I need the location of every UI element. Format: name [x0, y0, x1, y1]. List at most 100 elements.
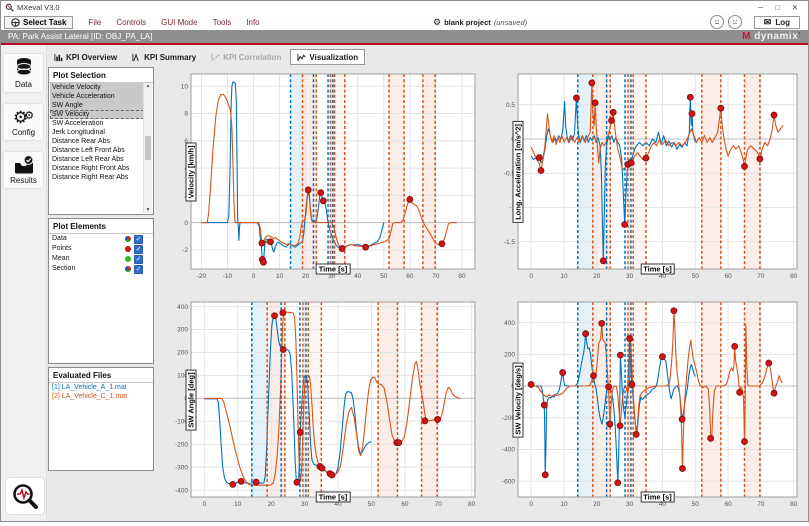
chart-sw-angle[interactable]: 01020304050607080-400-300-200-1000100200… — [157, 293, 484, 521]
series-line — [530, 82, 784, 172]
section-vlines — [289, 74, 436, 269]
tab-kpi-overview[interactable]: KPI Overview — [48, 49, 123, 65]
plot-element-label: Points — [52, 245, 72, 252]
maximize-icon[interactable]: □ — [775, 3, 780, 12]
plot-element-label: Data — [52, 235, 67, 242]
element-checkbox[interactable]: ✓ — [134, 234, 143, 244]
color-dot-icon — [125, 236, 131, 242]
menu-item-gui-mode[interactable]: GUI Mode — [161, 17, 198, 27]
sidebar-item-results[interactable]: Results — [3, 151, 44, 189]
sidebar-item-config[interactable]: ⚙⚙ Config — [3, 103, 44, 141]
gears-icon: ⚙⚙ — [12, 108, 35, 127]
tick-labels: 01020304050607080-400-300-200-1000100200… — [175, 304, 476, 508]
svg-text:50: 50 — [692, 501, 700, 508]
scrollbar-thumb[interactable] — [145, 136, 151, 160]
charts-grid: -20-1001020304050607080-20246810Velocity… — [157, 65, 806, 521]
plot-selection-item[interactable]: SW Acceleration — [52, 120, 104, 127]
evaluated-file-item[interactable]: [1] LA_Vehicle_A_1.mat — [52, 384, 127, 391]
x-axis-label: Time [s] — [315, 491, 351, 503]
plot-selection-item[interactable]: Distance Right Front Abs — [52, 165, 130, 172]
menu-item-tools[interactable]: Tools — [212, 17, 232, 27]
element-checkbox[interactable]: ✓ — [134, 254, 143, 264]
plot-selection-item[interactable]: Vehicle Acceleration — [50, 92, 144, 101]
plot-selection-item[interactable]: Distance Right Rear Abs — [52, 174, 129, 181]
log-button[interactable]: ✉ Log — [753, 15, 800, 29]
evaluated-file-item[interactable]: [2] LA_Vehicle_C_1.mat — [52, 393, 128, 400]
scroll-down-icon[interactable]: ▼ — [145, 207, 151, 213]
x-axis-label: Time [s] — [640, 263, 675, 275]
svg-text:40: 40 — [354, 273, 362, 280]
svg-text:70: 70 — [435, 501, 443, 508]
svg-text:200: 200 — [504, 352, 515, 359]
tab-visualization[interactable]: Visualization — [290, 49, 366, 65]
plot-element-label: Mean — [52, 255, 70, 262]
svg-text:80: 80 — [790, 501, 798, 508]
window-title: MXeval V3.0 — [17, 3, 60, 12]
section-vlines — [576, 74, 761, 269]
svg-text:60: 60 — [401, 501, 409, 508]
svg-text:-400: -400 — [502, 447, 515, 454]
element-checkbox[interactable]: ✓ — [134, 244, 143, 254]
database-icon — [16, 58, 31, 76]
minimize-icon[interactable]: ─ — [757, 3, 764, 12]
menu-item-controls[interactable]: Controls — [116, 17, 147, 27]
tab-bar: KPI Overview KPI Summary KPI Correlation… — [48, 49, 366, 65]
svg-text:80: 80 — [458, 273, 466, 280]
menu-item-file[interactable]: File — [88, 17, 102, 27]
feedback-negative-button[interactable] — [727, 15, 742, 29]
plot-selection-item[interactable]: SW Angle — [50, 101, 144, 110]
svg-text:-0.5: -0.5 — [504, 170, 516, 177]
svg-text:300: 300 — [177, 327, 188, 334]
plot-selection-item[interactable]: Jerk Longitudinal — [52, 129, 105, 136]
tab-kpi-summary[interactable]: KPI Summary — [126, 49, 202, 65]
grid-lines — [191, 74, 475, 269]
steering-wheel-icon — [11, 17, 20, 27]
bar-chart-icon — [54, 53, 63, 61]
data-series — [530, 82, 784, 262]
menu-item-info[interactable]: Info — [246, 17, 260, 27]
results-tray-icon — [14, 155, 33, 174]
svg-text:70: 70 — [432, 273, 440, 280]
svg-text:8: 8 — [184, 111, 188, 118]
svg-text:10: 10 — [560, 501, 568, 508]
svg-text:0: 0 — [529, 273, 533, 280]
nav-sidebar: Data ⚙⚙ Config Results — [1, 45, 47, 521]
sidebar-item-data[interactable]: Data — [3, 53, 44, 93]
feedback-positive-button[interactable] — [709, 15, 724, 29]
svg-text:50: 50 — [692, 273, 700, 280]
plot-elements-list: Data ✓ Points ✓ Mean ✓ Section ✓ — [50, 234, 144, 362]
plot-selection-item[interactable]: SW Velocity — [50, 110, 144, 119]
element-checkbox[interactable]: ✓ — [134, 264, 143, 274]
svg-text:30: 30 — [626, 501, 634, 508]
plot-selection-item[interactable]: Distance Left Front Abs — [52, 147, 125, 154]
plot-selection-item[interactable]: Distance Rear Abs — [52, 138, 110, 145]
tab-kpi-correlation[interactable]: KPI Correlation — [205, 49, 287, 65]
y-axis-label: SW Velocity [deg/s] — [512, 361, 524, 438]
plot-selection-item[interactable]: Vehicle Velocity — [50, 83, 144, 92]
svg-text:10: 10 — [560, 273, 568, 280]
svg-text:400: 400 — [504, 320, 515, 327]
chart-canvas: 01020304050607080-400-300-200-1000100200… — [175, 301, 476, 508]
data-series — [201, 81, 457, 263]
scroll-up-icon[interactable]: ▲ — [145, 83, 151, 89]
series-line — [204, 315, 372, 485]
plot-elements-title: Plot Elements — [49, 219, 153, 234]
svg-text:30: 30 — [328, 273, 336, 280]
window-controls: ─ □ ✕ — [758, 3, 804, 12]
svg-text:200: 200 — [177, 350, 188, 357]
svg-text:70: 70 — [757, 273, 765, 280]
kpi-markers — [229, 309, 441, 488]
close-icon[interactable]: ✕ — [791, 3, 798, 12]
plot-selection-item[interactable]: Distance Left Rear Abs — [52, 156, 124, 163]
svg-text:-20: -20 — [197, 273, 207, 280]
accent-divider — [1, 43, 808, 45]
task-title: PA: Park Assist Lateral [ID: OBJ_PA_LA] — [8, 32, 153, 41]
svg-text:-10: -10 — [223, 273, 233, 280]
chart-vehicle-velocity[interactable]: -20-1001020304050607080-20246810Velocity… — [157, 65, 484, 293]
plot-selection-scrollbar[interactable]: ▲ ▼ — [143, 83, 152, 213]
select-task-button[interactable]: Select Task — [4, 15, 74, 29]
